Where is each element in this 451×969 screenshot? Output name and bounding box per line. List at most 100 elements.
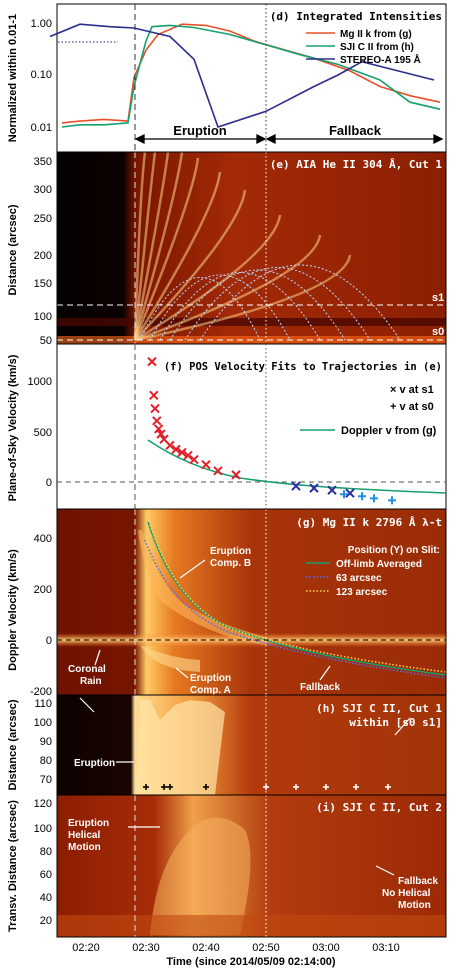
svg-text:80: 80	[40, 755, 52, 767]
g-fit-offlimb	[147, 521, 447, 676]
f-legend-x: × v at s1	[390, 384, 434, 396]
f-scatter-points	[147, 356, 396, 505]
f-title: (f) POS Velocity Fits to Trajectories in…	[164, 361, 442, 373]
d-series-lines	[49, 23, 441, 129]
f-point-0-12	[201, 459, 211, 470]
panel-i: (i) SJI C II, Cut 2 Eruption Helical Mot…	[7, 794, 447, 938]
xtick-0310: 03:10	[372, 942, 400, 954]
d-ytick-1: 1.00	[31, 18, 52, 30]
d-line-2	[49, 23, 435, 129]
svg-text:80: 80	[40, 846, 52, 858]
f-point-0-7	[165, 440, 175, 450]
svg-text:70: 70	[40, 774, 52, 786]
h-marker-5	[293, 784, 299, 790]
svg-text:100: 100	[34, 311, 52, 323]
svg-text:300: 300	[34, 184, 52, 196]
e-fit-arc-1	[149, 274, 291, 341]
panel-h: (h) SJI C II, Cut 1 within [s0 s1] Erupt…	[7, 694, 447, 796]
svg-text:350: 350	[34, 156, 52, 168]
svg-text:Comp. B: Comp. B	[210, 558, 251, 569]
h-marker-7	[353, 784, 359, 790]
svg-text:Off-limb Averaged: Off-limb Averaged	[336, 559, 422, 570]
g-legend: Position (Y) on Slit: Off-limb Averaged …	[306, 545, 440, 598]
d-legend-mg: Mg II k from (g)	[340, 29, 412, 40]
f-point-2-2	[370, 494, 378, 503]
svg-text:100: 100	[34, 823, 52, 835]
e-yticks: 350 300 250 200 150 100 50	[34, 156, 52, 347]
d-ylabel: Normalized within 0.01-1	[7, 14, 19, 142]
f-legend-doppler: Doppler v from (g)	[341, 425, 437, 437]
svg-text:400: 400	[34, 533, 52, 545]
f-point-0-4	[153, 424, 164, 434]
h-marker-8	[385, 784, 391, 790]
svg-text:123 arcsec: 123 arcsec	[336, 587, 388, 598]
svg-text:200: 200	[34, 584, 52, 596]
d-eruption-label: Eruption	[173, 123, 226, 138]
svg-text:Motion: Motion	[68, 842, 101, 853]
d-line-1	[61, 24, 441, 128]
d-legend: Mg II k from (g) SJI C II from (h) STERE…	[306, 29, 421, 66]
d-phase-arrows	[134, 133, 444, 145]
f-point-0-1	[149, 390, 159, 401]
d-legend-stereo: STEREO-A 195 Å	[340, 53, 421, 66]
time-axis: 02:20 02:30 02:40 02:50 03:00 03:10 Time…	[72, 942, 400, 968]
f-point-0-10	[183, 450, 193, 461]
f-point-1-0	[291, 481, 301, 491]
e-bright-strand-0	[133, 151, 147, 341]
svg-text:20: 20	[40, 915, 52, 927]
f-point-1-1	[309, 483, 319, 493]
e-fit-arc-3	[169, 269, 346, 341]
e-eruption-fan	[133, 151, 401, 342]
h-marker-6	[323, 784, 329, 790]
h-marker-4	[263, 784, 269, 790]
i-title: (i) SJI C II, Cut 2	[316, 801, 442, 814]
f-point-0-3	[152, 416, 162, 426]
h-bright-streaks	[136, 700, 225, 795]
svg-text:100: 100	[34, 717, 52, 729]
f-point-0-13	[213, 466, 223, 476]
h-ylabel: Distance (arcsec)	[7, 699, 19, 790]
e-bright-strand-7	[134, 214, 282, 342]
f-point-0-9	[177, 447, 187, 458]
svg-text:0: 0	[46, 635, 52, 647]
e-bright-band-low	[57, 318, 446, 326]
g-ylabel: Doppler Velocity (km/s)	[7, 549, 19, 671]
e-s0-label: s0	[432, 326, 444, 338]
svg-text:Motion: Motion	[398, 900, 431, 911]
d-fallback-label: Fallback	[329, 123, 382, 138]
svg-text:90: 90	[40, 736, 52, 748]
d-legend-sji: SJI C II from (h)	[340, 42, 414, 53]
xtick-0240: 02:40	[192, 942, 220, 954]
panel-e-image	[57, 152, 446, 344]
e-ylabel: Distance (arcsec)	[7, 204, 19, 295]
xtick-0230: 02:30	[132, 942, 160, 954]
panel-e: s1 s0 (e) AIA He II 304 Å, Cut 1 350 300…	[7, 151, 447, 347]
f-point-0-11	[189, 454, 199, 465]
svg-text:Coronal: Coronal	[68, 664, 106, 675]
e-fit-arc-5	[199, 264, 401, 341]
e-title: (e) AIA He II 304 Å, Cut 1	[270, 158, 443, 171]
h-yticks: 110 100 90 80 70	[34, 698, 52, 786]
g-title: (g) Mg II k 2796 Å λ-t	[296, 516, 442, 529]
svg-text:Position (Y) on Slit:: Position (Y) on Slit:	[348, 545, 440, 556]
f-doppler-curve	[147, 439, 447, 494]
h-marker-0	[143, 784, 149, 790]
f-point-0-8	[171, 444, 181, 455]
svg-text:110: 110	[34, 698, 52, 710]
h-time-markers	[143, 784, 391, 790]
e-bright-strand-8	[134, 234, 322, 342]
h-marker-1	[161, 784, 167, 790]
svg-text:1000: 1000	[28, 376, 52, 388]
svg-text:Eruption: Eruption	[210, 546, 251, 557]
svg-text:No Helical: No Helical	[382, 888, 431, 899]
e-bright-strand-6	[134, 189, 247, 341]
f-point-0-2	[150, 403, 160, 414]
d-ytick-0.01: 0.01	[31, 122, 52, 134]
d-line-0	[61, 23, 441, 124]
svg-text:500: 500	[34, 427, 52, 439]
e-bright-strand-2	[133, 151, 170, 341]
f-point-0-0	[147, 356, 157, 367]
svg-text:63 arcsec: 63 arcsec	[336, 573, 382, 584]
xtick-0250: 02:50	[252, 942, 280, 954]
